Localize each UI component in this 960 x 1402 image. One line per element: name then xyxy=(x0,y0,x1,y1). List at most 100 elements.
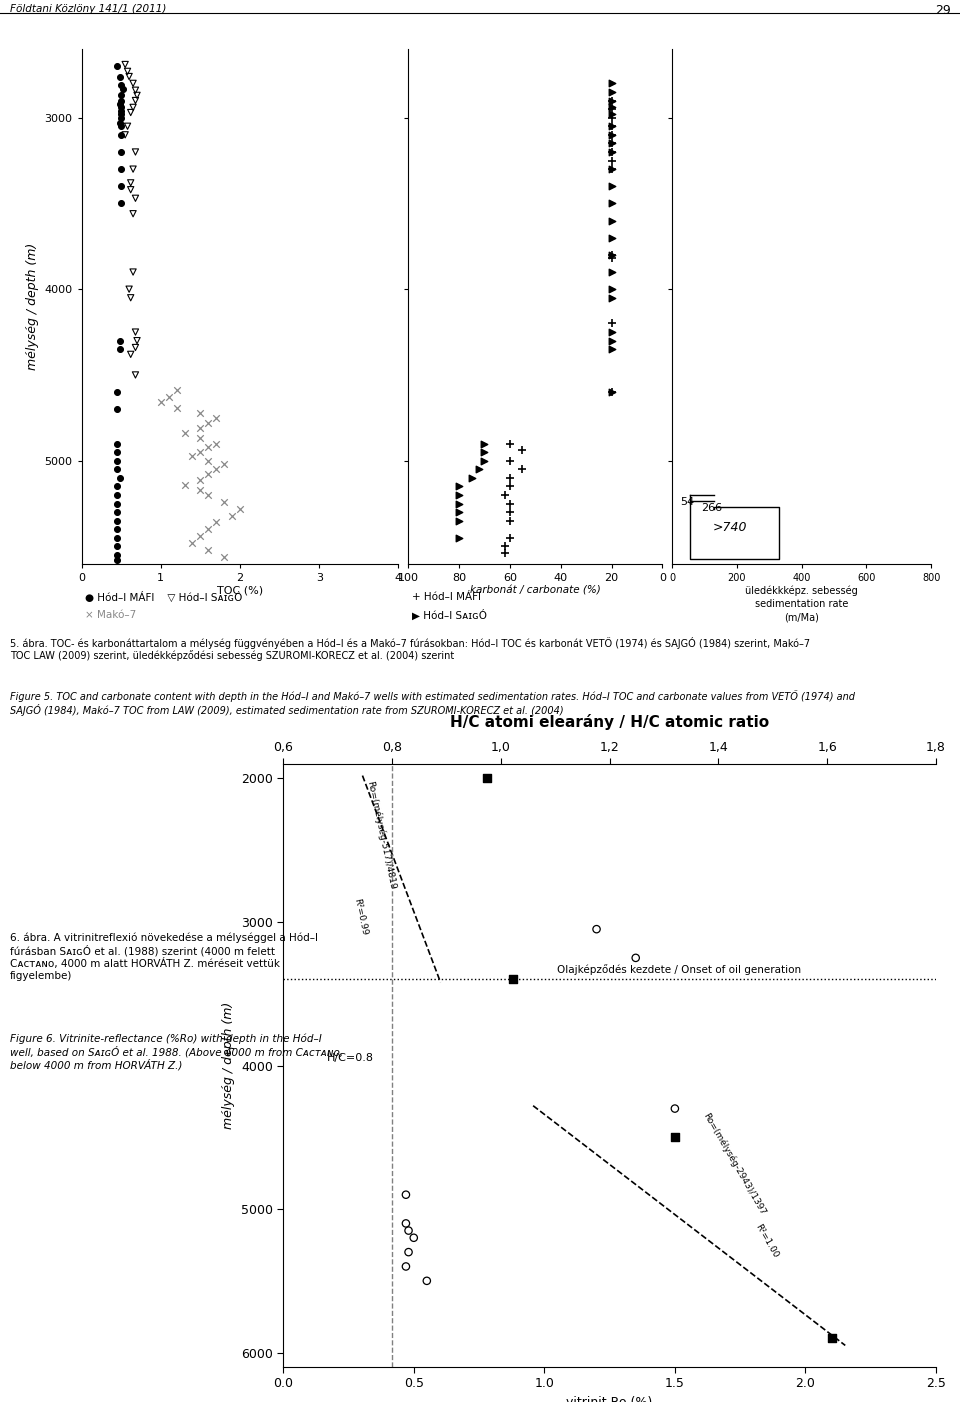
X-axis label: üledékkképz. sebesség
sedimentation rate
(m/Ma): üledékkképz. sebesség sedimentation rate… xyxy=(745,586,858,622)
Point xyxy=(502,501,517,523)
Point xyxy=(201,450,216,472)
Point xyxy=(588,918,604,941)
Point xyxy=(126,72,141,94)
Point xyxy=(130,329,145,352)
Point xyxy=(604,132,619,154)
Point xyxy=(451,475,467,498)
Point xyxy=(604,158,619,181)
Point xyxy=(113,102,129,125)
Point xyxy=(109,519,125,541)
Point xyxy=(169,397,184,419)
Point xyxy=(497,536,513,558)
Point xyxy=(109,458,125,481)
Point xyxy=(120,60,135,83)
Point xyxy=(604,261,619,283)
Point xyxy=(123,171,138,193)
Point xyxy=(128,336,143,359)
Point xyxy=(398,1213,414,1235)
Point xyxy=(117,53,132,76)
Point xyxy=(420,1270,435,1293)
Point xyxy=(109,527,125,550)
Point xyxy=(502,509,517,531)
Point xyxy=(401,1241,417,1263)
Point xyxy=(177,422,192,444)
Point xyxy=(604,150,619,172)
Point xyxy=(502,475,517,498)
Point xyxy=(193,440,208,463)
Point xyxy=(824,1328,839,1350)
Point xyxy=(604,107,619,129)
Point xyxy=(208,458,224,481)
Point xyxy=(123,178,138,200)
Text: 266: 266 xyxy=(701,503,722,513)
Text: Ro=(mélység-2943)/1397: Ro=(mélység-2943)/1397 xyxy=(701,1110,767,1217)
Text: Olajképződés kezdete / Onset of oil generation: Olajképződés kezdete / Onset of oil gene… xyxy=(558,965,802,976)
Point xyxy=(476,432,492,454)
Point xyxy=(208,512,224,534)
Point xyxy=(604,244,619,266)
Point xyxy=(115,77,131,100)
Point xyxy=(451,527,467,550)
Point xyxy=(184,444,200,467)
Text: × Makó–7: × Makó–7 xyxy=(85,610,136,620)
Point xyxy=(502,450,517,472)
Point xyxy=(451,509,467,531)
Point xyxy=(232,498,248,520)
Point xyxy=(193,468,208,491)
Point xyxy=(216,453,231,475)
Point xyxy=(126,158,141,181)
Point xyxy=(604,98,619,121)
Point xyxy=(113,140,129,163)
X-axis label: TOC (%): TOC (%) xyxy=(217,586,263,596)
Text: 54: 54 xyxy=(680,496,694,506)
Text: Figure 6. Vitrinite-reflectance (%Ro) with depth in the Hód–I
well, based on Sᴀɪ: Figure 6. Vitrinite-reflectance (%Ro) wi… xyxy=(10,1033,343,1071)
Point xyxy=(604,102,619,125)
Point xyxy=(121,278,137,300)
Text: ▶ Hód–I SᴀɪɢÓ: ▶ Hód–I SᴀɪɢÓ xyxy=(412,610,487,621)
Point xyxy=(604,381,619,404)
Text: + Hód–I MÁFI: + Hód–I MÁFI xyxy=(412,592,481,601)
Point xyxy=(123,343,138,366)
Point xyxy=(604,192,619,215)
Point xyxy=(604,329,619,352)
Title: H/C atomi elearány / H/C ​atomic ratio: H/C atomi elearány / H/C ​atomic ratio xyxy=(450,714,769,730)
Point xyxy=(128,321,143,343)
Point xyxy=(109,475,125,498)
Point xyxy=(667,1126,683,1148)
Y-axis label: mélység / ​depth (m): mélység / ​depth (m) xyxy=(222,1002,235,1129)
X-axis label: karbonát / carbonate (%): karbonát / carbonate (%) xyxy=(469,586,601,596)
Point xyxy=(604,209,619,231)
Point xyxy=(604,286,619,308)
Point xyxy=(109,450,125,472)
Point xyxy=(604,90,619,112)
Point xyxy=(604,313,619,335)
Point xyxy=(109,501,125,523)
Point xyxy=(201,484,216,506)
Point xyxy=(120,115,135,137)
Point xyxy=(628,946,643,969)
Point xyxy=(117,123,132,146)
Point xyxy=(193,428,208,450)
Point xyxy=(201,463,216,485)
Point xyxy=(604,244,619,266)
Point xyxy=(604,338,619,360)
Point xyxy=(113,158,129,181)
Point xyxy=(113,107,129,129)
Point xyxy=(451,501,467,523)
Point xyxy=(604,132,619,154)
Point xyxy=(502,492,517,515)
Text: 29: 29 xyxy=(935,3,950,17)
Point xyxy=(112,93,128,115)
Point xyxy=(128,140,143,163)
Point xyxy=(464,467,479,489)
Point xyxy=(161,386,177,408)
Point xyxy=(604,90,619,112)
Point xyxy=(451,484,467,506)
Point xyxy=(225,505,240,527)
Point xyxy=(604,123,619,146)
Point xyxy=(109,432,125,454)
Point xyxy=(604,175,619,198)
Point xyxy=(604,381,619,404)
Point xyxy=(401,1220,417,1242)
Point xyxy=(109,484,125,506)
